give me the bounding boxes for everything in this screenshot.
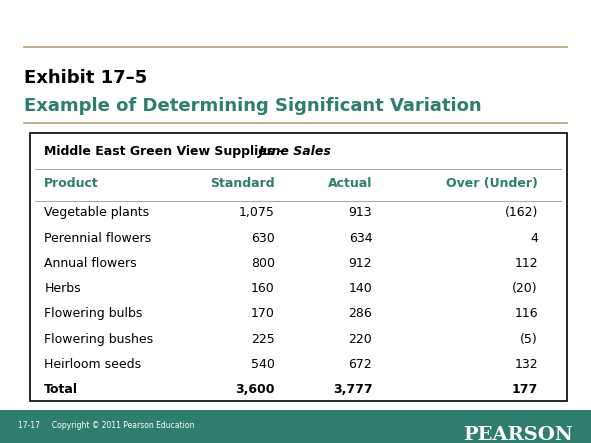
Text: June Sales: June Sales	[258, 145, 331, 158]
Text: 3,600: 3,600	[235, 383, 275, 396]
Text: 286: 286	[349, 307, 372, 320]
Text: 800: 800	[251, 257, 275, 270]
Text: Annual flowers: Annual flowers	[44, 257, 137, 270]
FancyBboxPatch shape	[0, 410, 591, 443]
Text: 3,777: 3,777	[333, 383, 372, 396]
Text: 540: 540	[251, 358, 275, 371]
Text: 912: 912	[349, 257, 372, 270]
Text: 140: 140	[349, 282, 372, 295]
Text: 913: 913	[349, 206, 372, 219]
Text: Flowering bushes: Flowering bushes	[44, 333, 154, 346]
Text: Perennial flowers: Perennial flowers	[44, 232, 151, 245]
FancyBboxPatch shape	[30, 133, 567, 401]
Text: 225: 225	[251, 333, 275, 346]
Text: Exhibit 17–5: Exhibit 17–5	[24, 69, 147, 87]
Text: 672: 672	[349, 358, 372, 371]
Text: 132: 132	[514, 358, 538, 371]
Text: 634: 634	[349, 232, 372, 245]
Text: 220: 220	[349, 333, 372, 346]
Text: (5): (5)	[520, 333, 538, 346]
Text: 17-17     Copyright © 2011 Pearson Education: 17-17 Copyright © 2011 Pearson Education	[18, 421, 194, 430]
Text: Product: Product	[44, 177, 99, 190]
Text: PEARSON: PEARSON	[463, 426, 573, 443]
Text: (162): (162)	[505, 206, 538, 219]
Text: Flowering bulbs: Flowering bulbs	[44, 307, 142, 320]
Text: Over (Under): Over (Under)	[446, 177, 538, 190]
Text: 160: 160	[251, 282, 275, 295]
Text: 630: 630	[251, 232, 275, 245]
Text: 170: 170	[251, 307, 275, 320]
Text: Example of Determining Significant Variation: Example of Determining Significant Varia…	[24, 97, 481, 115]
Text: Heirloom seeds: Heirloom seeds	[44, 358, 141, 371]
Text: Vegetable plants: Vegetable plants	[44, 206, 150, 219]
Text: Total: Total	[44, 383, 79, 396]
Text: 116: 116	[514, 307, 538, 320]
Text: 112: 112	[514, 257, 538, 270]
Text: Standard: Standard	[210, 177, 275, 190]
Text: Actual: Actual	[328, 177, 372, 190]
Text: Herbs: Herbs	[44, 282, 81, 295]
Text: Middle East Green View Supplies –: Middle East Green View Supplies –	[44, 145, 290, 158]
Text: 4: 4	[530, 232, 538, 245]
Text: (20): (20)	[512, 282, 538, 295]
Text: 1,075: 1,075	[239, 206, 275, 219]
Text: 177: 177	[512, 383, 538, 396]
